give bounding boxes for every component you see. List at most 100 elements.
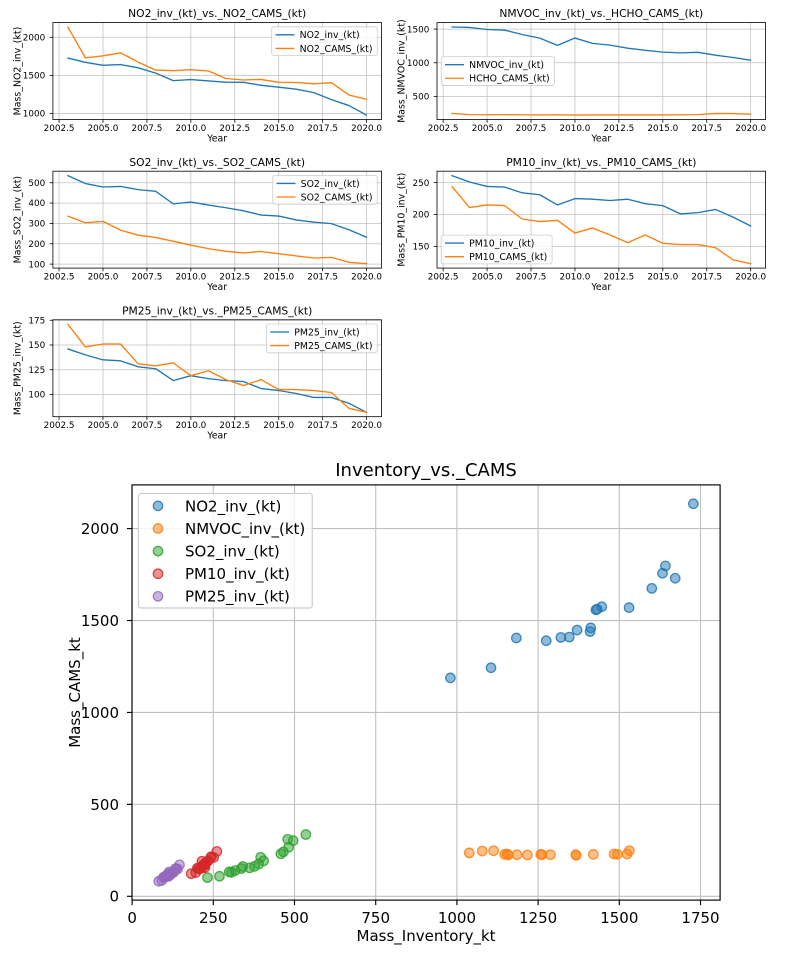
legend: PM25_inv_(kt) PM25_CAMS_(kt) xyxy=(265,323,378,354)
plot-data xyxy=(67,323,368,413)
scatter-PM10_inv_(kt) xyxy=(185,846,223,880)
y-tick-label: 500 xyxy=(413,93,430,103)
x-tick-label: 2015.0 xyxy=(263,272,294,282)
x-axis-label: Year xyxy=(590,133,611,144)
x-tick-label: 2002.5 xyxy=(44,124,75,134)
x-tick-label: 2020.0 xyxy=(735,272,766,282)
legend-label: PM25_inv_(kt) xyxy=(185,588,290,607)
legend: NO2_inv_(kt) NMVOC_inv_(kt) SO2_inv_(kt) PM… xyxy=(137,492,313,609)
scatter-point xyxy=(646,582,658,594)
scatter-point xyxy=(590,604,602,616)
scatter-point xyxy=(485,662,497,674)
y-tick-label: 1500 xyxy=(407,25,430,35)
scatter-point xyxy=(275,848,287,860)
scatter-point xyxy=(536,849,548,861)
y-tick-label: 1000 xyxy=(81,704,119,722)
ticks: 2002.5 2005.0 2007.5 2010.0 2012.5 2015.0 2017… xyxy=(23,33,383,133)
legend-label: SO2_CAMS_(kt) xyxy=(301,192,373,203)
scatter-point xyxy=(660,560,671,572)
legend-label: NMVOC_inv_(kt) xyxy=(185,520,305,539)
y-axis-label: Mass_PM25_inv_(kt) xyxy=(12,321,23,415)
x-tick-label: 2012.5 xyxy=(603,272,634,282)
legend-label: SO2_inv_(kt) xyxy=(185,543,280,562)
chart-title: Inventory_vs._CAMS xyxy=(335,460,517,481)
scatter-point xyxy=(501,848,513,860)
x-tick-label: 2005.0 xyxy=(88,421,119,431)
y-tick-label: 175 xyxy=(28,316,45,326)
x-tick-label: 2010.0 xyxy=(175,124,206,134)
scatter-point xyxy=(621,848,633,860)
y-tick-label: 400 xyxy=(28,199,45,209)
x-tick-label: 2007.5 xyxy=(132,124,163,134)
subplot-nmvoc: 2002.5 2005.0 2007.5 2010.0 2012.5 2015.0 2017… xyxy=(397,7,767,144)
x-tick-label: 500 xyxy=(280,909,309,927)
scatter-point xyxy=(608,848,620,860)
legend-frame xyxy=(271,26,378,56)
x-axis-label: Year xyxy=(206,431,227,442)
scatter-point xyxy=(476,845,488,857)
y-tick-label: 300 xyxy=(28,220,45,230)
y-axis-label: Mass_PM10_inv_(kt) xyxy=(397,173,408,267)
y-tick-label: 1500 xyxy=(81,612,119,630)
line-PM10_inv_(kt) xyxy=(451,174,752,227)
chart-title: PM10_inv_(kt)_vs._PM10_CAMS_(kt) xyxy=(506,156,696,169)
scatter-point xyxy=(214,870,225,882)
legend: NO2_inv_(kt) NO2_CAMS_(kt) xyxy=(271,26,378,56)
plot-data xyxy=(67,174,368,265)
x-tick-label: 2007.5 xyxy=(516,272,547,282)
y-tick-label: 200 xyxy=(28,240,45,250)
chart-title: NO2_inv_(kt)_vs._NO2_CAMS_(kt) xyxy=(128,7,306,20)
x-tick-label: 1250 xyxy=(519,909,557,927)
scatter-point xyxy=(463,847,475,859)
line-PM25_inv_(kt) xyxy=(67,348,368,413)
x-tick-label: 2015.0 xyxy=(647,124,678,134)
y-tick-label: 125 xyxy=(28,366,45,376)
scatter-SO2_inv_(kt) xyxy=(202,829,312,883)
x-tick-label: 2012.5 xyxy=(603,124,634,134)
x-tick-label: 2017.5 xyxy=(307,124,338,134)
scatter-point xyxy=(202,872,213,883)
x-tick-label: 2010.0 xyxy=(560,124,591,134)
axes-spines xyxy=(436,170,767,269)
legend: NMVOC_inv_(kt) HCHO_CAMS_(kt) xyxy=(440,56,555,86)
x-tick-label: 2007.5 xyxy=(516,124,547,134)
x-tick-label: 2017.5 xyxy=(691,272,722,282)
y-tick-label: 2000 xyxy=(81,520,119,538)
y-tick-label: 1000 xyxy=(407,59,430,69)
ticks: 2002.5 2005.0 2007.5 2010.0 2012.5 2015.0 2017… xyxy=(413,179,767,283)
scatter-point xyxy=(587,849,599,860)
x-tick-label: 2005.0 xyxy=(88,272,119,282)
y-tick-label: 1500 xyxy=(23,72,46,82)
legend-label: NO2_inv_(kt) xyxy=(300,30,360,41)
y-tick-label: 150 xyxy=(413,243,430,253)
y-axis-label: Mass_NMVOC_inv_(kt) xyxy=(397,19,408,122)
y-tick-label: 500 xyxy=(90,796,119,814)
legend-frame xyxy=(272,174,378,205)
scatter-point xyxy=(223,866,235,878)
line-SO2_CAMS_(kt) xyxy=(67,215,368,265)
x-tick-label: 2005.0 xyxy=(472,124,503,134)
x-axis-label: Year xyxy=(590,282,611,293)
ticks: 0 250 500 750 1000 1250 1500 1750 0 500 1000 1500 20… xyxy=(81,520,720,927)
x-tick-label: 250 xyxy=(199,909,228,927)
x-tick-label: 2010.0 xyxy=(560,272,591,282)
x-tick-label: 2005.0 xyxy=(472,272,503,282)
x-tick-label: 2005.0 xyxy=(88,124,119,134)
scatter-point xyxy=(153,875,165,887)
x-tick-label: 2007.5 xyxy=(132,421,163,431)
x-tick-label: 2020.0 xyxy=(351,272,382,282)
legend-frame xyxy=(440,234,553,265)
x-tick-label: 2012.5 xyxy=(219,124,250,134)
y-axis-label: Mass_CAMS_kt xyxy=(66,637,85,748)
legend-label: PM10_inv_(kt) xyxy=(185,565,290,584)
x-tick-label: 2015.0 xyxy=(263,124,294,134)
scatter-point xyxy=(570,849,582,861)
legend-label: NO2_CAMS_(kt) xyxy=(300,44,373,55)
scatter-point xyxy=(510,632,522,644)
line-NO2_CAMS_(kt) xyxy=(67,26,368,100)
line-NMVOC_inv_(kt) xyxy=(451,26,752,61)
y-tick-label: 0 xyxy=(109,888,119,906)
scatter-point xyxy=(688,498,699,510)
legend-frame xyxy=(440,56,555,86)
